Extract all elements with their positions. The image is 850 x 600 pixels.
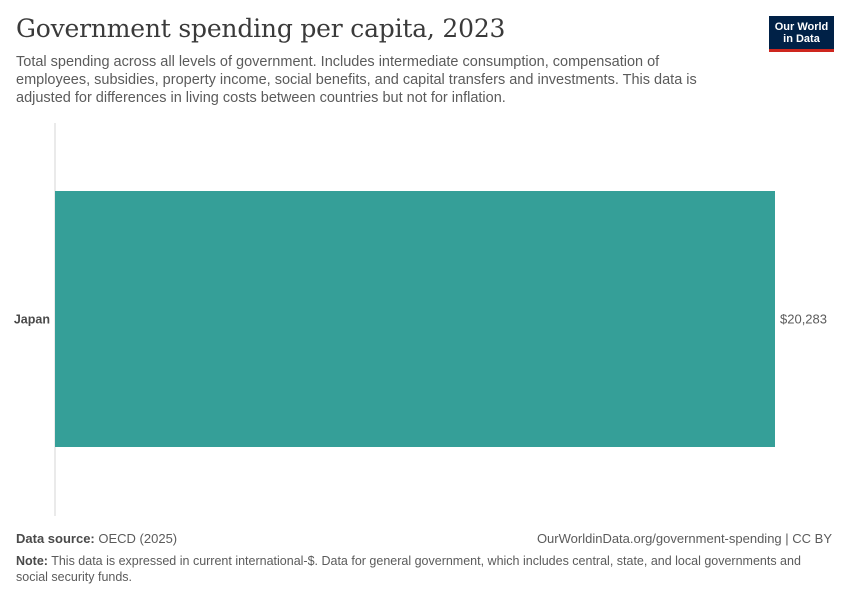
data-source: Data source: OECD (2025) <box>16 531 177 546</box>
chart-url-license[interactable]: OurWorldinData.org/government-spending |… <box>536 531 832 546</box>
note-text: This data is expressed in current intern… <box>16 554 801 584</box>
chart-subtitle: Total spending across all levels of gove… <box>16 54 697 106</box>
data-source-value: OECD (2025) <box>98 531 178 546</box>
value-label: $20,283 <box>780 312 827 327</box>
bars-group: Japan $20,283 <box>14 191 827 447</box>
chart-title: Government spending per capita, 2023 <box>16 14 506 43</box>
logo-line-1: Our World <box>774 21 829 33</box>
chart-note: Note: This data is expressed in current … <box>16 553 816 585</box>
data-source-label: Data source: <box>16 531 95 546</box>
bar-japan[interactable] <box>55 191 775 447</box>
owid-logo[interactable]: Our World in Data <box>769 16 834 52</box>
note-label: Note: <box>16 554 48 568</box>
logo-line-2: in Data <box>783 33 820 45</box>
category-label: Japan <box>14 313 50 327</box>
